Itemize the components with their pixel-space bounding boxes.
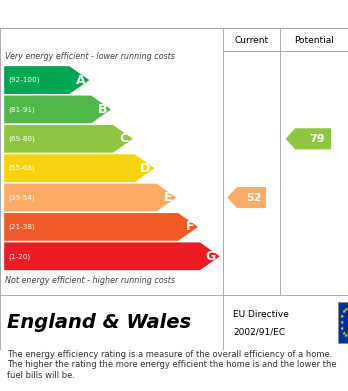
Text: (81-91): (81-91) [9, 106, 35, 113]
Text: Energy Efficiency Rating: Energy Efficiency Rating [7, 7, 198, 21]
Text: ★: ★ [340, 326, 344, 331]
Text: F: F [185, 221, 194, 233]
Text: D: D [140, 161, 150, 175]
Text: Potential: Potential [294, 36, 334, 45]
Text: (69-80): (69-80) [9, 136, 35, 142]
Text: 52: 52 [246, 192, 262, 203]
Text: (55-68): (55-68) [9, 165, 35, 171]
Text: A: A [76, 74, 85, 86]
Polygon shape [286, 128, 331, 149]
Text: ★: ★ [340, 314, 344, 319]
Text: Very energy efficient - lower running costs: Very energy efficient - lower running co… [5, 52, 175, 61]
Polygon shape [4, 213, 198, 241]
Polygon shape [4, 242, 220, 270]
Text: G: G [205, 250, 216, 263]
Text: ★: ★ [342, 331, 346, 336]
Text: EU Directive: EU Directive [233, 310, 289, 319]
Text: ★: ★ [347, 309, 348, 314]
Text: Not energy efficient - higher running costs: Not energy efficient - higher running co… [5, 276, 175, 285]
Text: (39-54): (39-54) [9, 194, 35, 201]
Text: Current: Current [234, 36, 269, 45]
Text: E: E [164, 191, 172, 204]
Polygon shape [4, 184, 176, 212]
Text: ★: ★ [347, 331, 348, 336]
Text: ★: ★ [339, 320, 343, 325]
Polygon shape [4, 95, 111, 123]
Text: ★: ★ [342, 309, 346, 314]
Text: (1-20): (1-20) [9, 253, 31, 260]
Bar [338, 301, 348, 343]
Polygon shape [4, 154, 155, 182]
Text: The energy efficiency rating is a measure of the overall efficiency of a home. T: The energy efficiency rating is a measur… [7, 350, 337, 380]
Text: England & Wales: England & Wales [7, 313, 191, 332]
Text: (92-100): (92-100) [9, 77, 40, 83]
Polygon shape [4, 125, 133, 153]
Text: C: C [119, 132, 129, 145]
Text: ★: ★ [344, 307, 348, 312]
Text: (21-38): (21-38) [9, 224, 35, 230]
Polygon shape [4, 66, 89, 94]
Text: B: B [97, 103, 107, 116]
Text: ★: ★ [344, 332, 348, 337]
Polygon shape [227, 187, 266, 208]
Text: 2002/91/EC: 2002/91/EC [233, 328, 285, 337]
Text: 79: 79 [309, 134, 325, 144]
